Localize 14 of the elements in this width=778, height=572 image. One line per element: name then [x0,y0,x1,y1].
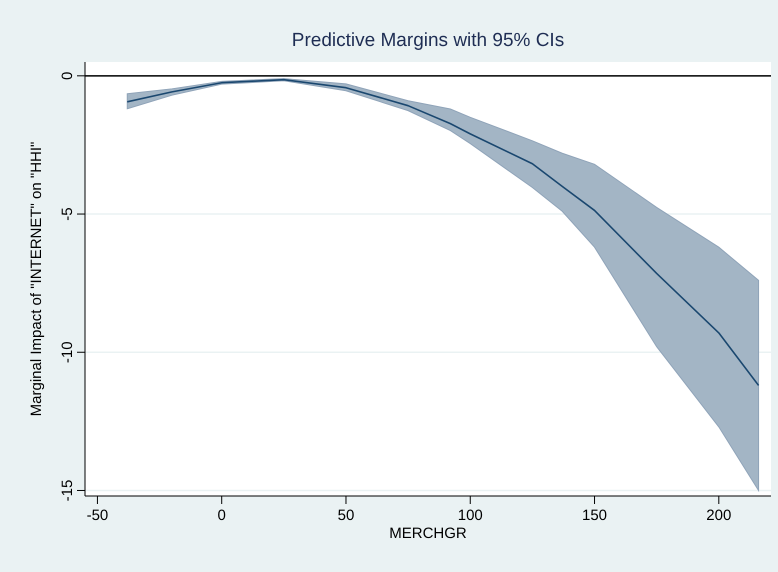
x-tick-label: -50 [86,507,108,524]
y-tick-label: -15 [59,480,76,502]
x-axis-title: MERCHGR [389,525,467,542]
y-axis-title: Marginal Impact of "INTERNET" on "HHI" [28,142,45,416]
y-tick-label: -5 [59,207,76,221]
y-tick-label: -10 [59,341,76,364]
x-tick-label: 150 [582,507,608,524]
chart-title: Predictive Margins with 95% CIs [292,30,564,51]
x-tick-label: 100 [458,507,483,524]
line-series [126,78,760,386]
x-tick-label: 0 [218,507,226,524]
y-tick-label: 0 [59,72,76,80]
x-tick-label: 50 [338,507,354,524]
x-tick-label: 200 [706,507,732,524]
